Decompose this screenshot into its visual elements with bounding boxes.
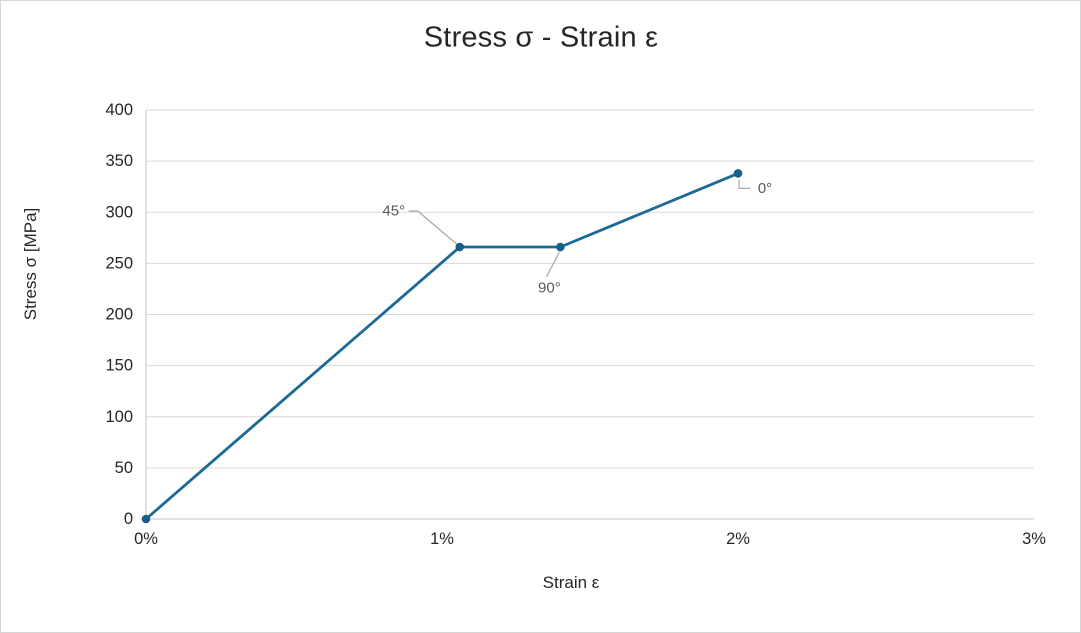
data-point-marker <box>141 514 151 524</box>
y-tick-label: 150 <box>105 357 133 375</box>
y-tick-label: 400 <box>105 101 133 119</box>
annotation-leader-line <box>738 179 750 189</box>
y-tick-label: 0 <box>124 510 133 528</box>
y-tick-label: 300 <box>105 203 133 221</box>
annotation-label: 90° <box>538 280 561 297</box>
x-tick-label: 0% <box>134 530 158 548</box>
x-tick-label: 3% <box>1022 530 1046 548</box>
y-tick-label: 200 <box>105 306 133 324</box>
chart-title: Stress σ - Strain ε <box>423 21 659 54</box>
annotation-leader-line <box>408 210 459 246</box>
data-point-marker <box>733 169 743 178</box>
y-tick-label: 250 <box>105 254 133 272</box>
data-point-marker <box>556 242 565 252</box>
x-tick-label: 2% <box>726 530 750 548</box>
annotation-label: 0° <box>758 180 772 197</box>
annotation-label: 45° <box>382 203 405 220</box>
y-tick-label: 50 <box>115 459 133 477</box>
annotation-leader-line <box>545 251 560 278</box>
series-line <box>144 171 740 521</box>
data-point-marker <box>455 242 465 252</box>
x-axis-title: Strain ε <box>542 573 600 592</box>
y-tick-label: 350 <box>105 152 133 170</box>
x-tick-label: 1% <box>430 530 454 548</box>
y-tick-label: 100 <box>105 408 133 426</box>
